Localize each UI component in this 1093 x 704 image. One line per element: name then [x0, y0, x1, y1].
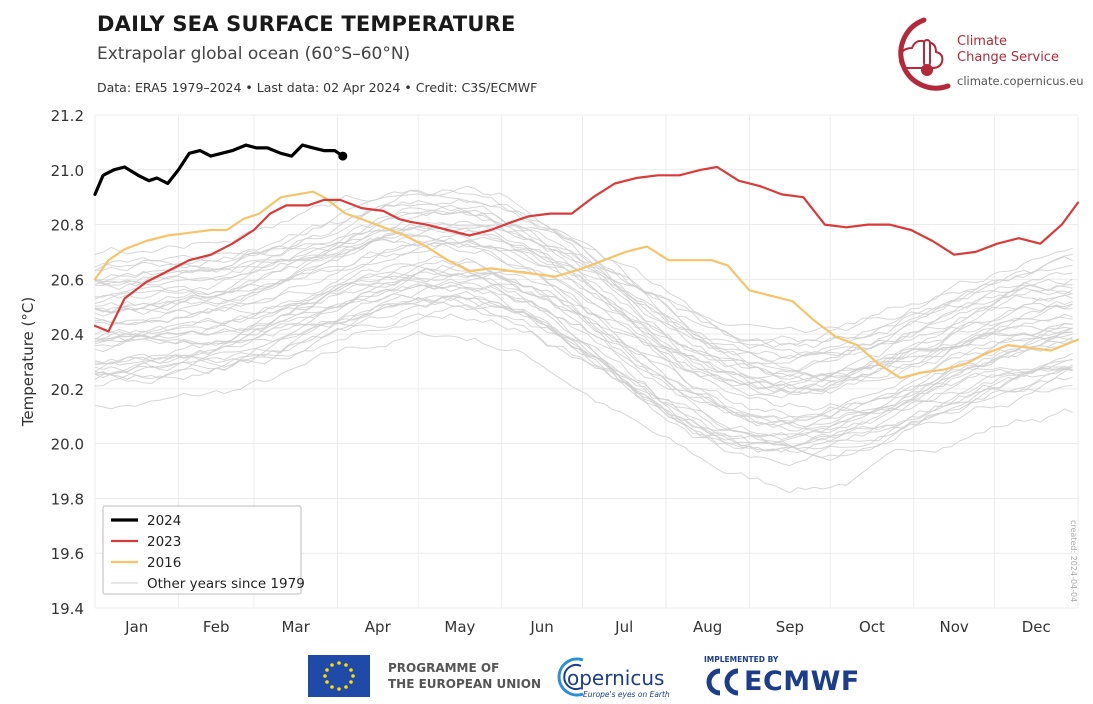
other-year-line: [94, 206, 1073, 373]
other-year-line: [94, 268, 1073, 428]
other-year-line: [94, 240, 1073, 396]
footer-logos: PROGRAMME OF THE EUROPEAN UNION opernicu…: [0, 648, 1093, 704]
copernicus-c-icon: [557, 657, 584, 697]
implemented-by-label: IMPLEMENTED BY: [704, 655, 779, 664]
brand-url[interactable]: climate.copernicus.eu: [957, 74, 1084, 88]
eu-text-line1: PROGRAMME OF: [388, 661, 500, 675]
y-tick-label: 21.0: [51, 162, 84, 180]
y-tick-label: 19.8: [51, 490, 84, 508]
other-year-line: [94, 265, 1073, 418]
climate-change-service-logo[interactable]: Climate Change Service climate.copernicu…: [884, 16, 1084, 96]
x-tick-label: May: [444, 618, 475, 636]
other-year-line: [94, 295, 1073, 458]
series-line-2016: [93, 190, 1080, 379]
copernicus-logo[interactable]: opernicus Europe's eyes on Earth: [553, 652, 673, 700]
page-subtitle: Extrapolar global ocean (60°S–60°N): [97, 44, 411, 64]
y-tick-label: 19.4: [51, 600, 84, 618]
other-year-line: [94, 225, 1073, 389]
other-year-line: [94, 238, 1073, 387]
other-year-line: [94, 228, 1073, 393]
ecmwf-icon: [706, 668, 739, 696]
x-tick-label: Sep: [776, 618, 804, 636]
other-year-line: [94, 284, 1073, 467]
sst-line-chart: 19.4 19.6 19.8 20.0 20.2 20.4 20.6 20.8 21.0 21.2…: [19, 107, 1080, 636]
y-tick-label: 21.2: [51, 107, 84, 125]
x-tick-label: Dec: [1022, 618, 1051, 636]
brand-name-line2: Change Service: [957, 50, 1059, 65]
y-tick-label: 19.6: [51, 545, 84, 563]
x-tick-label: Jul: [614, 618, 633, 636]
other-year-line: [94, 283, 1073, 454]
copernicus-wordmark: opernicus: [567, 666, 665, 690]
x-tick-label: Feb: [203, 618, 230, 636]
brand-name: Climate Change Service: [957, 34, 1059, 66]
other-year-line: [94, 233, 1073, 382]
other-year-line: [94, 223, 1073, 378]
other-year-line: [94, 330, 1073, 494]
brand-name-line1: Climate: [957, 34, 1008, 49]
ecmwf-wordmark: ECMWF: [744, 666, 860, 697]
data-credits: Data: ERA5 1979–2024 • Last data: 02 Apr…: [97, 80, 538, 95]
y-axis-label: Temperature (°C): [19, 297, 37, 427]
x-tick-label: Oct: [859, 618, 885, 636]
y-tick-label: 20.2: [51, 381, 84, 399]
eu-flag-icon: [308, 655, 370, 697]
x-tick-label: Jun: [529, 618, 553, 636]
last-data-point-marker: [338, 151, 348, 161]
other-year-line: [94, 220, 1073, 362]
legend-box: [102, 505, 302, 595]
thermometer-globe-icon: [898, 17, 951, 91]
series-line-2024: [93, 143, 345, 197]
other-year-line: [94, 297, 1073, 453]
other-year-line: [94, 259, 1073, 411]
other-year-line: [94, 193, 1073, 349]
other-year-line: [94, 273, 1073, 425]
other-year-line: [94, 279, 1073, 438]
x-tick-label: Apr: [365, 618, 392, 636]
x-tick-label: Nov: [939, 618, 968, 636]
x-tick-label: Aug: [693, 618, 722, 636]
created-note: created: 2024-04-04: [1069, 520, 1078, 603]
x-tick-label: Mar: [281, 618, 310, 636]
other-year-line: [94, 313, 1073, 452]
legend-label: Other years since 1979: [147, 576, 305, 592]
legend-label: 2023: [147, 534, 181, 550]
page-title: DAILY SEA SURFACE TEMPERATURE: [97, 12, 516, 36]
other-year-line: [94, 277, 1073, 441]
copernicus-tagline: Europe's eyes on Earth: [583, 690, 670, 699]
other-year-line: [94, 232, 1073, 379]
y-tick-label: 20.8: [51, 217, 84, 235]
y-tick-label: 20.6: [51, 271, 84, 289]
other-year-line: [94, 296, 1073, 450]
eu-programme-text: PROGRAMME OF THE EUROPEAN UNION: [388, 660, 541, 692]
other-year-line: [94, 199, 1073, 372]
x-tick-label: Jan: [124, 618, 148, 636]
legend-label: 2024: [147, 513, 181, 529]
other-year-line: [94, 189, 1073, 334]
other-year-line: [94, 264, 1073, 397]
other-year-line: [94, 241, 1073, 393]
eu-text-line2: THE EUROPEAN UNION: [388, 677, 541, 691]
other-year-line: [94, 270, 1073, 429]
series-line-2023: [93, 165, 1080, 333]
legend-label: 2016: [147, 555, 181, 571]
y-tick-label: 20.0: [51, 436, 84, 454]
other-year-line: [94, 207, 1073, 364]
other-year-line: [94, 237, 1073, 391]
y-tick-label: 20.4: [51, 326, 84, 344]
other-year-line: [94, 210, 1073, 357]
